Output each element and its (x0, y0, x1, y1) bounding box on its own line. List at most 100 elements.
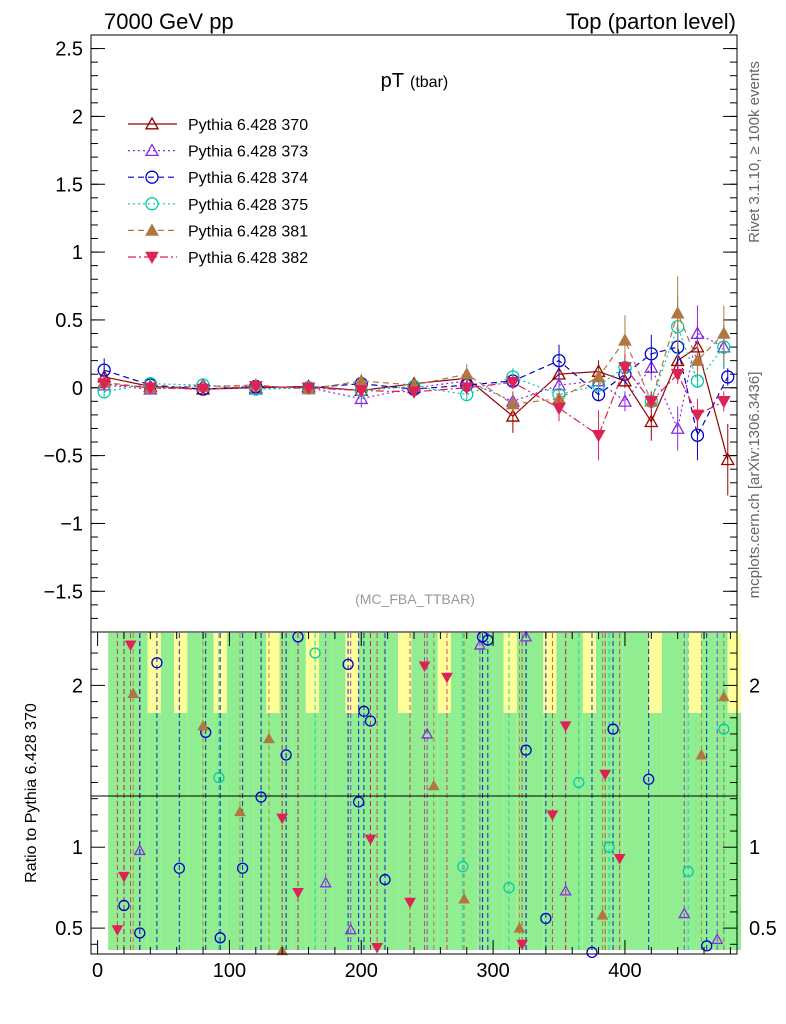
inner-band-segment (661, 633, 676, 950)
main-series-line (104, 346, 729, 460)
inner-band-segment (108, 633, 122, 950)
inner-band-segment (305, 713, 320, 950)
x-tick-label: 400 (608, 960, 641, 982)
ratio-data-point (573, 776, 585, 789)
outer-band-segment (174, 633, 188, 713)
inner-band-segment (582, 713, 596, 950)
inner-band-segment (701, 633, 715, 950)
ratio-data-point (540, 912, 552, 925)
beam-energy-label: 7000 GeV pp (104, 9, 234, 34)
ratio-data-point (701, 940, 713, 952)
x-tick-label: 300 (476, 960, 509, 982)
ratio-series-3 (127, 687, 730, 956)
ratio-data-point (173, 862, 185, 874)
ratio-series-4 (111, 640, 626, 954)
ratio-data-point (234, 805, 246, 817)
ratio-data-point (695, 748, 708, 760)
main-data-point (670, 368, 685, 382)
main-data-point (407, 386, 421, 399)
ratio-data-point (309, 647, 321, 659)
legend-label: Pythia 6.428 373 (188, 144, 308, 161)
inner-band-segment (688, 713, 702, 950)
inner-band-segment (371, 633, 385, 950)
ratio-data-point (197, 719, 209, 731)
ratio-data-point (379, 873, 391, 886)
inner-band-segment (714, 633, 728, 950)
legend: Pythia 6.428 370 Pythia 6.428 373 Pythia 6… (128, 116, 308, 267)
ratio-axes: 2 2 1 1 0.5 0.5 0 100 200 300 400 (55, 632, 777, 982)
main-data-point (716, 396, 731, 409)
main-data-point (506, 397, 520, 410)
ratio-data-point (124, 640, 137, 651)
inner-band-segment (595, 633, 610, 950)
ratio-data-point (441, 672, 453, 684)
main-series-line (104, 324, 725, 403)
inner-band-segment (134, 633, 148, 950)
main-data-point (618, 333, 632, 346)
main-data-point (354, 385, 369, 398)
x-tick-label: 0 (92, 960, 103, 982)
rivet-version-label: Rivet 3.1.10, ≥ 100k events (746, 61, 763, 243)
main-series-line (103, 346, 729, 437)
process-label: Top (parton level) (566, 9, 736, 34)
ratio-data-point (214, 932, 226, 944)
main-data-point (644, 347, 658, 361)
main-panel: 2.5 2 1.5 1 0.5 0 −0.5 −1 −1.5 pT (tbar) (MC_FBA… (44, 34, 738, 633)
main-data-point (591, 429, 606, 443)
ratio-y-tick-label-right: 2 (749, 675, 760, 697)
legend-label: Pythia 6.428 382 (188, 250, 308, 267)
inner-band-segment (358, 633, 372, 950)
main-data-point (505, 408, 520, 422)
inner-band-segment (160, 633, 175, 950)
ratio-data-point (613, 854, 626, 865)
ratio-y-tick-label-right: 1 (749, 837, 760, 859)
inner-band-segment (516, 633, 531, 950)
main-data-point (644, 414, 659, 428)
ratio-data-point (718, 723, 730, 735)
ratio-data-point (364, 834, 377, 846)
plot-title-main: pT (381, 70, 404, 92)
outer-band-segment (345, 633, 359, 713)
ratio-data-point (352, 796, 365, 808)
inner-band-segment (332, 633, 346, 950)
uncertainty-bands (108, 633, 741, 950)
main-data-point (617, 394, 633, 407)
ratio-data-point (711, 933, 724, 945)
ratio-y-axis-label: Ratio to Pythia 6.428 370 (23, 703, 40, 883)
main-series-line (104, 366, 725, 437)
ratio-y-tick-label: 2 (72, 675, 83, 697)
main-data-point (690, 326, 705, 339)
inner-band-segment (437, 713, 451, 950)
inner-band-segment (213, 713, 227, 950)
legend-marker (145, 223, 159, 236)
main-data-point (644, 396, 659, 409)
x-tick-label: 200 (345, 960, 378, 982)
ratio-data-point (599, 769, 612, 781)
ratio-data-layer (111, 630, 730, 959)
main-data-point (670, 306, 685, 319)
outer-band-segment (648, 633, 662, 713)
outer-band-segment (688, 633, 702, 713)
ratio-data-point (603, 841, 615, 853)
main-y-tick-label: 2 (72, 106, 83, 128)
plot-title-sub: (tbar) (410, 74, 448, 91)
outer-band-segment (266, 633, 280, 713)
inner-band-segment (635, 633, 649, 950)
main-y-tick-label: 0 (72, 378, 83, 400)
inner-band-segment (569, 633, 583, 950)
outer-band-segment (727, 633, 741, 713)
inner-band-segment (266, 713, 280, 950)
ratio-y-tick-label: 0.5 (55, 918, 83, 940)
main-y-tick-label: −1.5 (44, 581, 83, 603)
ratio-data-point (404, 897, 416, 909)
inner-band-segment (622, 633, 636, 950)
main-data-point (459, 382, 474, 395)
ratio-data-point (473, 638, 487, 650)
main-data-point (591, 369, 606, 383)
main-series-line (104, 311, 725, 405)
ratio-data-point (559, 721, 572, 732)
main-y-axis: 2.5 2 1.5 1 0.5 0 −0.5 −1 −1.5 (44, 39, 737, 619)
main-data-layer (97, 276, 735, 496)
legend-marker (145, 170, 159, 184)
main-data-point (690, 409, 705, 422)
